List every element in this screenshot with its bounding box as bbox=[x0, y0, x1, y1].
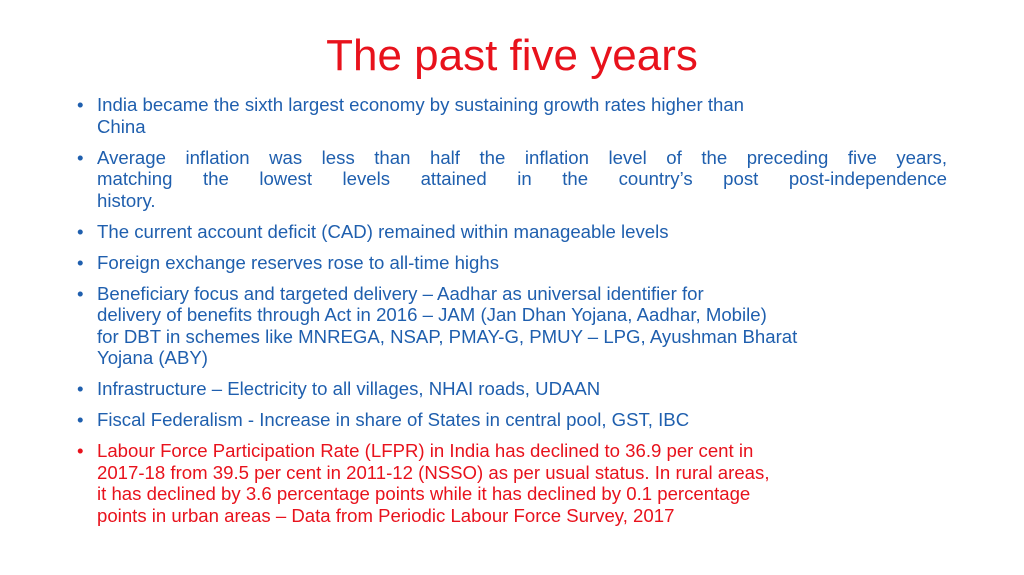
bullet-text: it has declined by 3.6 percentage points… bbox=[97, 483, 751, 504]
bullet-text: 2017-18 from 39.5 per cent in 2011-12 (N… bbox=[97, 461, 770, 483]
bullet-text: Beneficiary focus and targeted delivery … bbox=[97, 282, 704, 304]
bullet: • Average inflation was less than half th… bbox=[77, 146, 947, 212]
bullet-text: Foreign exchange reserves rose to all-ti… bbox=[97, 251, 500, 273]
bullet-list: • India became the sixth largest economy … bbox=[77, 94, 947, 536]
bullet-text: Fiscal Federalism - Increase in share of… bbox=[97, 409, 690, 430]
bullet-text: delivery of benefits through Act in 2016… bbox=[97, 304, 767, 325]
bullet: • India became the sixth largest economy … bbox=[77, 94, 947, 137]
bullet-text: Average inflation was less than half the… bbox=[97, 146, 947, 168]
bullet-dot: • bbox=[77, 220, 84, 242]
bullet: • Foreign exchange reserves rose to all-t… bbox=[77, 251, 947, 274]
bullet: • Beneficiary focus and targeted delivery… bbox=[77, 282, 947, 369]
bullet-dot: • bbox=[77, 282, 84, 304]
bullet: • The current account deficit (CAD) remai… bbox=[77, 220, 947, 243]
bullet-text: India became the sixth largest economy b… bbox=[97, 94, 745, 115]
bullet-dot: • bbox=[77, 378, 84, 399]
bullet-dot: • bbox=[77, 94, 84, 115]
bullet-dot: • bbox=[77, 146, 84, 168]
bullet-text: points in urban areas – Data from Period… bbox=[97, 504, 675, 526]
bullet-dot: • bbox=[77, 409, 84, 430]
bullet-dot: • bbox=[77, 251, 84, 273]
bullet: • Fiscal Federalism - Increase in share o… bbox=[77, 409, 947, 431]
bullet-text: Yojana (ABY) bbox=[97, 347, 208, 368]
bullet-text: The current account deficit (CAD) remain… bbox=[97, 220, 669, 242]
bullet-text: history. bbox=[97, 189, 156, 211]
bullet-text: Labour Force Participation Rate (LFPR) i… bbox=[97, 440, 754, 461]
bullet-text: Infrastructure – Electricity to all vill… bbox=[97, 378, 601, 399]
slide-title: The past five years bbox=[326, 31, 698, 80]
bullet-text: for DBT in schemes like MNREGA, NSAP, PM… bbox=[97, 325, 798, 347]
bullet-dot: • bbox=[77, 440, 84, 461]
bullet-text: matching the lowest levels attained in t… bbox=[97, 168, 947, 189]
bullet: • Labour Force Participation Rate (LFPR) … bbox=[77, 440, 947, 526]
bullet-text: China bbox=[97, 115, 146, 137]
bullet: • Infrastructure – Electricity to all vil… bbox=[77, 378, 947, 400]
